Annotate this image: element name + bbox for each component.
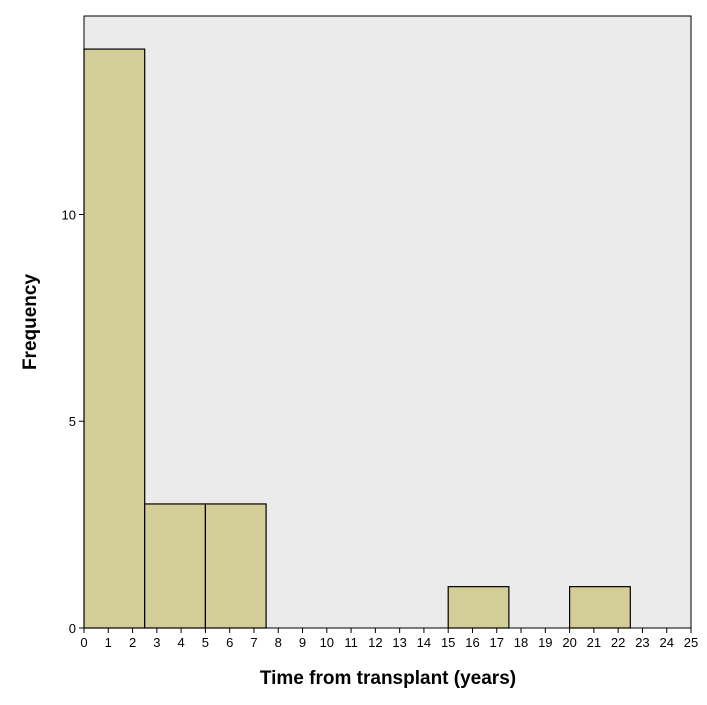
y-tick-label: 10 [62, 207, 76, 222]
x-tick-label: 15 [441, 635, 455, 650]
x-tick-label: 0 [80, 635, 87, 650]
x-tick-label: 12 [368, 635, 382, 650]
y-tick-label: 0 [69, 621, 76, 636]
x-tick-label: 22 [611, 635, 625, 650]
x-tick-label: 23 [635, 635, 649, 650]
x-tick-label: 2 [129, 635, 136, 650]
x-tick-label: 7 [250, 635, 257, 650]
bar [204, 503, 267, 629]
x-tick-label: 24 [659, 635, 673, 650]
x-tick-label: 16 [465, 635, 479, 650]
bar [83, 48, 146, 629]
x-tick-label: 19 [538, 635, 552, 650]
x-tick-label: 14 [417, 635, 431, 650]
x-tick-label: 1 [105, 635, 112, 650]
x-axis-title: Time from transplant (years) [260, 668, 516, 689]
x-tick-label: 4 [178, 635, 185, 650]
x-tick-label: 20 [562, 635, 576, 650]
x-tick-label: 13 [392, 635, 406, 650]
x-tick-label: 8 [275, 635, 282, 650]
x-tick-label: 6 [226, 635, 233, 650]
bar [144, 503, 206, 629]
x-tick-label: 10 [320, 635, 334, 650]
x-tick-label: 11 [344, 635, 358, 650]
bar [568, 586, 631, 629]
x-tick-label: 3 [153, 635, 160, 650]
x-tick-label: 9 [299, 635, 306, 650]
y-axis-title: Frequency [20, 274, 41, 371]
bar [447, 586, 510, 629]
y-tick-label: 5 [69, 414, 76, 429]
x-tick-label: 18 [514, 635, 528, 650]
x-tick-label: 25 [684, 635, 698, 650]
x-tick-label: 21 [587, 635, 601, 650]
x-tick-label: 5 [202, 635, 209, 650]
x-tick-label: 17 [490, 635, 504, 650]
